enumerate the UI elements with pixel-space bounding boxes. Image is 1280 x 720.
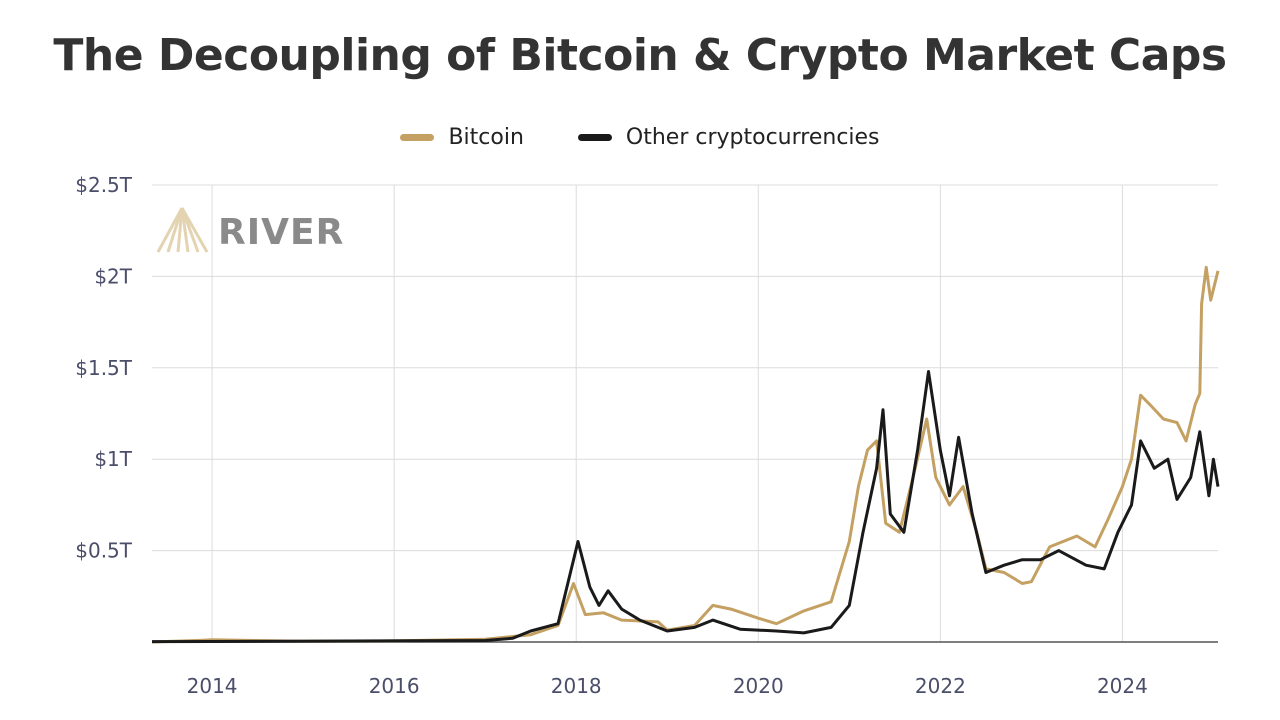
series-line-other-cryptocurrencies: [151, 370, 1220, 644]
legend-label: Other cryptocurrencies: [625, 125, 880, 150]
legend-item-bitcoin[interactable]: Bitcoin: [400, 125, 524, 150]
river-logo-text: RIVER: [218, 212, 344, 253]
y-tick-label: $2T: [94, 264, 132, 288]
river-logo: RIVER: [156, 207, 344, 253]
legend-item-other[interactable]: Other cryptocurrencies: [577, 125, 880, 150]
x-tick-label: 2016: [369, 674, 420, 698]
y-tick-label: $1T: [94, 447, 132, 471]
river-logo-icon: [156, 207, 209, 253]
x-tick-label: 2018: [551, 674, 602, 698]
y-tick-label: $1.5T: [75, 356, 133, 380]
x-tick-label: 2020: [733, 674, 784, 698]
x-tick-label: 2014: [187, 674, 238, 698]
x-tick-label: 2024: [1097, 674, 1148, 698]
y-tick-label: $0.5T: [75, 539, 133, 563]
legend-label: Bitcoin: [448, 125, 524, 150]
x-tick-label: 2022: [915, 674, 966, 698]
y-tick-label: $2.5T: [75, 173, 133, 197]
legend-swatch-bitcoin: [400, 134, 435, 141]
legend: Bitcoin Other cryptocurrencies: [0, 125, 1280, 150]
series-line-bitcoin: [151, 265, 1220, 644]
chart-title: The Decoupling of Bitcoin & Crypto Marke…: [53, 30, 1227, 81]
legend-swatch-other: [577, 134, 612, 141]
